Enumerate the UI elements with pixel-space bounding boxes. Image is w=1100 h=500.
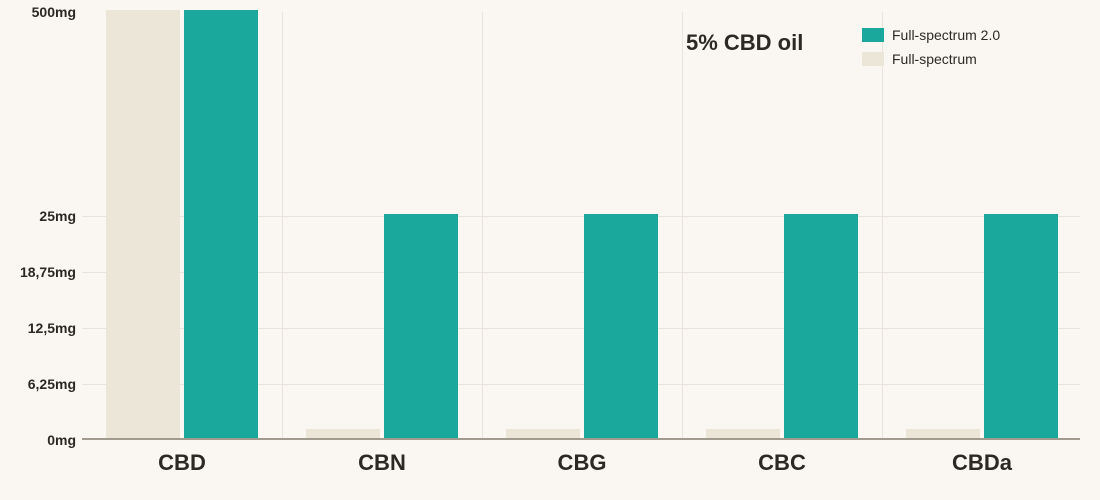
bar-full_spectrum_2_0	[384, 214, 458, 438]
plot-area	[82, 12, 1080, 440]
chart-title: 5% CBD oil	[686, 30, 803, 56]
bar-full_spectrum_2_0	[184, 10, 258, 438]
legend-swatch	[862, 52, 884, 66]
bar-group	[482, 214, 682, 438]
legend: Full-spectrum 2.0Full-spectrum	[862, 24, 1000, 72]
bar-group	[82, 10, 282, 438]
x-tick-label: CBDa	[952, 450, 1012, 476]
bar-full_spectrum_2_0	[584, 214, 658, 438]
bar-full_spectrum	[306, 429, 380, 438]
y-tick-label: 0mg	[6, 432, 76, 448]
bar-full_spectrum_2_0	[984, 214, 1058, 438]
x-tick-label: CBC	[758, 450, 806, 476]
y-tick-label: 25mg	[6, 208, 76, 224]
legend-swatch	[862, 28, 884, 42]
bar-group	[682, 214, 882, 438]
bar-group	[282, 214, 482, 438]
cannabinoid-chart: 5% CBD oil Full-spectrum 2.0Full-spectru…	[0, 0, 1100, 500]
bar-full_spectrum	[906, 429, 980, 438]
x-tick-label: CBD	[158, 450, 206, 476]
bar-full_spectrum	[506, 429, 580, 438]
y-tick-label: 500mg	[6, 4, 76, 20]
legend-label: Full-spectrum	[892, 48, 977, 70]
legend-item: Full-spectrum 2.0	[862, 24, 1000, 46]
bar-full_spectrum	[706, 429, 780, 438]
bar-full_spectrum	[106, 10, 180, 438]
legend-item: Full-spectrum	[862, 48, 1000, 70]
bar-full_spectrum_2_0	[784, 214, 858, 438]
bar-group	[882, 214, 1082, 438]
y-tick-label: 6,25mg	[6, 376, 76, 392]
legend-label: Full-spectrum 2.0	[892, 24, 1000, 46]
x-tick-label: CBG	[558, 450, 607, 476]
y-tick-label: 18,75mg	[6, 264, 76, 280]
y-tick-label: 12,5mg	[6, 320, 76, 336]
x-tick-label: CBN	[358, 450, 406, 476]
